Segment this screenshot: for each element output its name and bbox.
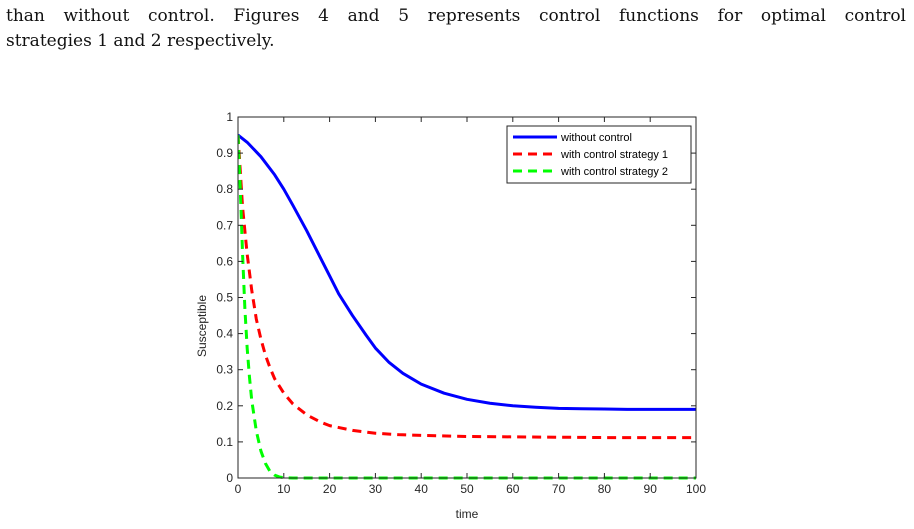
x-tick-label: 100 bbox=[686, 482, 706, 496]
y-tick-label: 0.5 bbox=[216, 291, 233, 305]
x-tick-label: 90 bbox=[644, 482, 658, 496]
y-tick-label: 0.3 bbox=[216, 363, 233, 377]
y-tick-label: 1 bbox=[226, 110, 233, 124]
y-tick-label: 0.7 bbox=[216, 218, 233, 232]
x-tick-label: 70 bbox=[552, 482, 566, 496]
y-tick-label: 0 bbox=[226, 471, 233, 485]
paragraph-line-1: than without control. Figures 4 and 5 re… bbox=[6, 6, 906, 26]
y-tick-label: 0.9 bbox=[216, 146, 233, 160]
x-tick-label: 20 bbox=[323, 482, 337, 496]
series-line-1 bbox=[238, 133, 696, 411]
x-tick-label: 50 bbox=[460, 482, 474, 496]
x-tick-label: 80 bbox=[598, 482, 612, 496]
y-tick-label: 0.4 bbox=[216, 327, 233, 341]
legend-label-1: without control bbox=[560, 132, 632, 144]
figure-susceptible-plot: 0 10 20 30 40 50 60 70 80 90 100 0 0.1 0.2 0.3 0.4 0.5 0.… bbox=[180, 104, 720, 529]
y-tick-label: 0.2 bbox=[216, 399, 233, 413]
x-axis-label: time bbox=[456, 507, 479, 521]
y-tick-label: 0.1 bbox=[216, 435, 233, 449]
paragraph-line-2: strategies 1 and 2 respectively. bbox=[6, 31, 275, 51]
paper-paragraph: than without control. Figures 4 and 5 re… bbox=[6, 4, 906, 54]
x-tick-label: 10 bbox=[277, 482, 291, 496]
y-tick-label: 0.6 bbox=[216, 254, 233, 268]
y-axis-label: Susceptible bbox=[195, 295, 209, 357]
x-tick-label: 0 bbox=[235, 482, 242, 496]
legend-label-3: with control strategy 2 bbox=[560, 166, 668, 178]
x-tick-label: 60 bbox=[506, 482, 520, 496]
y-tick-label: 0.8 bbox=[216, 182, 233, 196]
series-line-2 bbox=[238, 134, 696, 440]
x-tick-label: 30 bbox=[369, 482, 383, 496]
legend-label-2: with control strategy 1 bbox=[560, 149, 668, 161]
x-tick-label: 40 bbox=[415, 482, 429, 496]
line-chart: 0 10 20 30 40 50 60 70 80 90 100 0 0.1 0.2 0.3 0.4 0.5 0.… bbox=[195, 110, 706, 521]
series-line-3 bbox=[238, 134, 696, 480]
